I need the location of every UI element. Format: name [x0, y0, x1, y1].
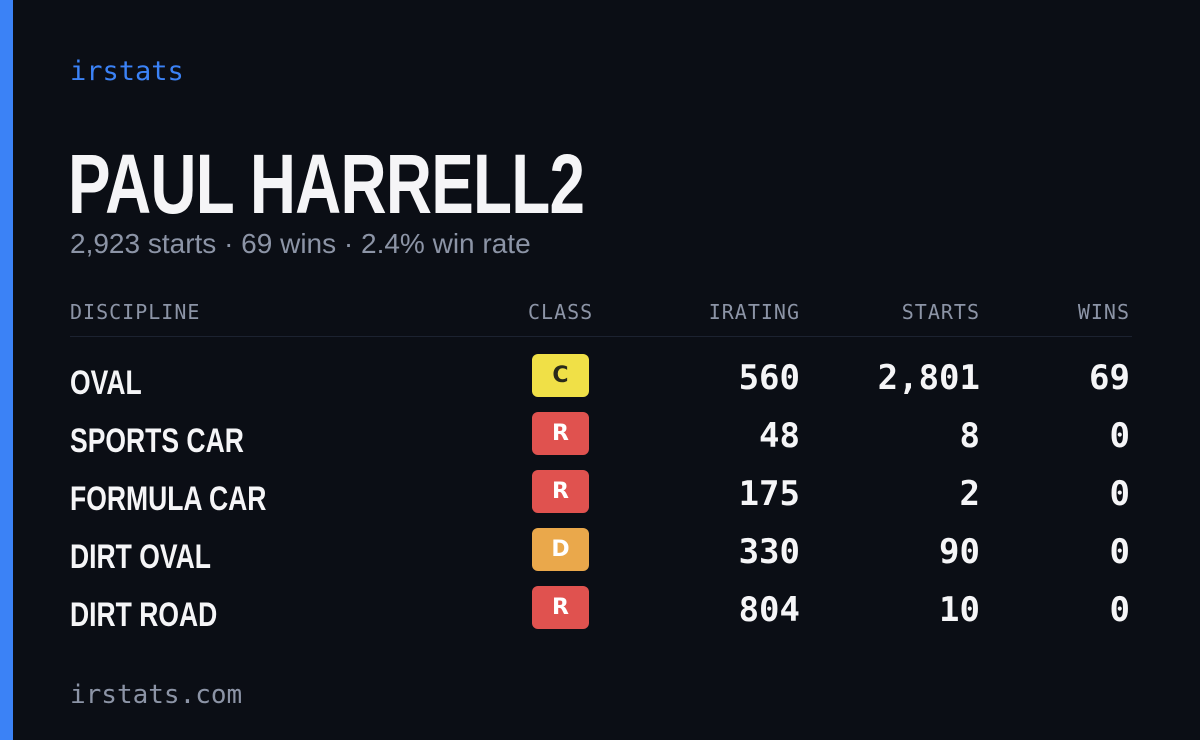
class-badge: C	[532, 354, 589, 397]
starts-value: 10	[939, 590, 980, 630]
class-badge: R	[532, 412, 589, 455]
header-wins: WINS	[1077, 300, 1130, 324]
header-discipline: DISCIPLINE	[70, 300, 201, 324]
irating-value: 48	[759, 416, 800, 456]
table-row: DIRT OVAL D 330 90 0	[0, 528, 1200, 586]
starts-value: 8	[959, 416, 980, 456]
starts-value: 90	[939, 532, 980, 572]
header-irating: IRATING	[708, 300, 800, 324]
class-badge: R	[532, 586, 589, 629]
player-name: PAUL HARRELL2	[68, 137, 585, 231]
wins-value: 0	[1109, 474, 1130, 514]
brand-logo: irstats	[70, 56, 184, 87]
wins-value: 0	[1109, 416, 1130, 456]
player-summary: 2,923 starts · 69 wins · 2.4% win rate	[70, 228, 531, 259]
table-row: FORMULA CAR R 175 2 0	[0, 470, 1200, 528]
irating-value: 560	[738, 358, 800, 398]
irating-value: 330	[738, 532, 800, 572]
table-row: DIRT ROAD R 804 10 0	[0, 586, 1200, 644]
header-divider	[70, 336, 1132, 337]
wins-value: 0	[1109, 590, 1130, 630]
header-class: CLASS	[528, 300, 594, 324]
class-badge: R	[532, 470, 589, 513]
wins-value: 0	[1109, 532, 1130, 572]
class-badge: D	[532, 528, 589, 571]
discipline-name: FORMULA CAR	[70, 480, 267, 518]
discipline-name: OVAL	[70, 364, 142, 402]
irating-value: 175	[738, 474, 800, 514]
wins-value: 69	[1089, 358, 1130, 398]
irating-value: 804	[738, 590, 800, 630]
table-row: SPORTS CAR R 48 8 0	[0, 412, 1200, 470]
discipline-name: DIRT ROAD	[70, 596, 218, 634]
footer-domain: irstats.com	[70, 680, 243, 710]
discipline-name: DIRT OVAL	[70, 538, 211, 576]
accent-bar	[0, 0, 13, 740]
starts-value: 2,801	[877, 358, 980, 398]
starts-value: 2	[959, 474, 980, 514]
table-row: OVAL C 560 2,801 69	[0, 354, 1200, 412]
discipline-name: SPORTS CAR	[70, 422, 244, 460]
header-starts: STARTS	[901, 300, 980, 324]
